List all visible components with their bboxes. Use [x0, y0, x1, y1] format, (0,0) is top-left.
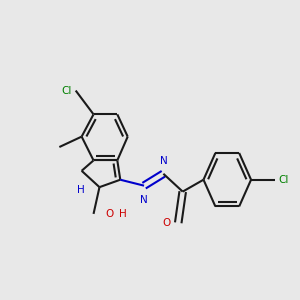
Text: Cl: Cl [61, 85, 72, 96]
Text: N: N [160, 156, 168, 166]
Text: H: H [77, 185, 85, 195]
Text: H: H [119, 209, 127, 219]
Text: Cl: Cl [278, 175, 288, 185]
Text: O: O [162, 218, 170, 228]
Text: O: O [106, 209, 114, 219]
Text: N: N [140, 195, 147, 205]
